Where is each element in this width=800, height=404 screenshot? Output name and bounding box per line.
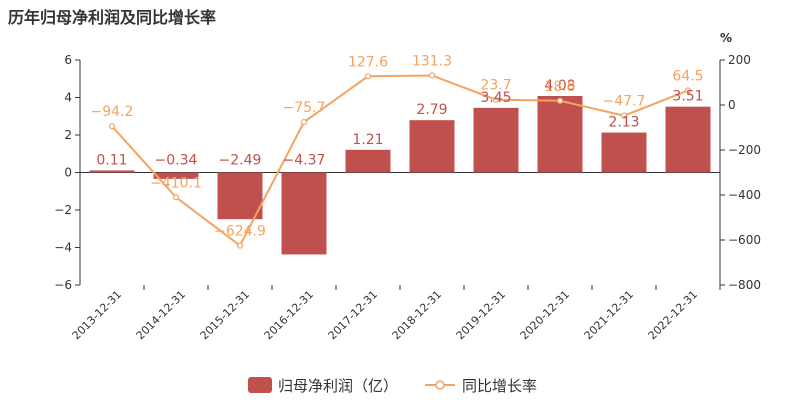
- legend-bar-label: 归母净利润（亿）: [278, 377, 398, 395]
- bar-label-2013-12-31: 0.11: [96, 152, 127, 168]
- legend-bar-swatch: [248, 377, 272, 393]
- bar-label-2016-12-31: −4.37: [283, 153, 326, 169]
- bar-2017-12-31: [345, 149, 391, 173]
- growth-point-2016-12-31: [300, 118, 308, 126]
- growth-label-2017-12-31: 127.6: [348, 54, 388, 70]
- bar-2015-12-31: [217, 172, 263, 220]
- bar-label-2018-12-31: 2.79: [416, 102, 447, 118]
- y-right-tick-label: −600: [728, 233, 761, 247]
- growth-point-2015-12-31: [236, 242, 244, 249]
- growth-point-2021-12-31: [620, 112, 628, 119]
- y-left-tick-label: 0: [64, 166, 72, 180]
- y-left-tick-label: 6: [64, 53, 72, 67]
- y-right-unit: %: [720, 31, 732, 45]
- x-tick-label: 2016-12-31: [262, 288, 316, 342]
- growth-label-2014-12-31: −410.1: [150, 175, 202, 191]
- bar-2013-12-31: [89, 170, 135, 173]
- bar-label-2014-12-31: −0.34: [155, 153, 198, 169]
- x-tick-label: 2022-12-31: [646, 288, 700, 342]
- y-right-tick-label: −200: [728, 143, 761, 157]
- y-right-tick-label: −400: [728, 188, 761, 202]
- bar-2014-12-31: [153, 172, 199, 179]
- bar-label-2019-12-31: 3.45: [480, 90, 511, 106]
- growth-rate-line: [111, 74, 689, 248]
- growth-label-2016-12-31: −75.7: [283, 100, 326, 116]
- bar-2016-12-31: [281, 172, 327, 255]
- growth-label-2020-12-31: 18.8: [544, 79, 575, 95]
- legend-line-marker: [435, 380, 445, 390]
- x-tick-label: 2017-12-31: [326, 288, 380, 342]
- y-right-tick-label: 0: [728, 98, 736, 112]
- growth-label-2019-12-31: 23.7: [480, 78, 511, 94]
- bar-2020-12-31: [537, 96, 583, 173]
- x-tick-label: 2014-12-31: [134, 288, 188, 342]
- growth-point-2020-12-31: [556, 97, 564, 104]
- y-left-tick-label: −4: [54, 241, 72, 255]
- x-tick-label: 2020-12-31: [518, 288, 572, 342]
- x-tick-label: 2018-12-31: [390, 288, 444, 342]
- x-tick-label: 2019-12-31: [454, 288, 508, 342]
- growth-label-2013-12-31: −94.2: [91, 104, 134, 120]
- growth-point-2014-12-31: [172, 194, 180, 201]
- bar-label-2021-12-31: 2.13: [608, 115, 639, 131]
- growth-point-2019-12-31: [492, 96, 500, 103]
- bar-label-2020-12-31: 4.08: [544, 78, 575, 94]
- growth-label-2018-12-31: 131.3: [412, 53, 452, 69]
- y-left-tick-label: −6: [54, 278, 72, 292]
- growth-label-2022-12-31: 64.5: [672, 68, 703, 84]
- bar-2018-12-31: [409, 120, 455, 173]
- x-tick-label: 2021-12-31: [582, 288, 636, 342]
- bar-2021-12-31: [601, 132, 647, 173]
- legend-line-label: 同比增长率: [462, 377, 537, 395]
- x-tick-label: 2015-12-31: [198, 288, 252, 342]
- y-right-tick-label: 200: [728, 53, 751, 67]
- growth-point-2013-12-31: [108, 123, 116, 130]
- chart-title: 历年归母净利润及同比增长率: [8, 8, 217, 27]
- bar-2019-12-31: [473, 107, 519, 173]
- y-left-tick-label: 2: [64, 128, 72, 142]
- bar-2022-12-31: [665, 106, 711, 173]
- y-left-tick-label: 4: [64, 91, 72, 105]
- y-right-tick-label: −800: [728, 278, 761, 292]
- growth-point-2017-12-31: [364, 73, 372, 80]
- bar-label-2015-12-31: −2.49: [219, 153, 262, 169]
- bar-label-2022-12-31: 3.51: [672, 89, 703, 105]
- x-tick-label: 2013-12-31: [70, 288, 124, 342]
- growth-label-2021-12-31: −47.7: [603, 94, 646, 110]
- growth-point-2022-12-31: [684, 87, 692, 94]
- y-left-tick-label: −2: [54, 203, 72, 217]
- growth-point-2018-12-31: [428, 72, 436, 79]
- growth-label-2015-12-31: −624.9: [214, 224, 266, 240]
- bar-label-2017-12-31: 1.21: [352, 132, 383, 148]
